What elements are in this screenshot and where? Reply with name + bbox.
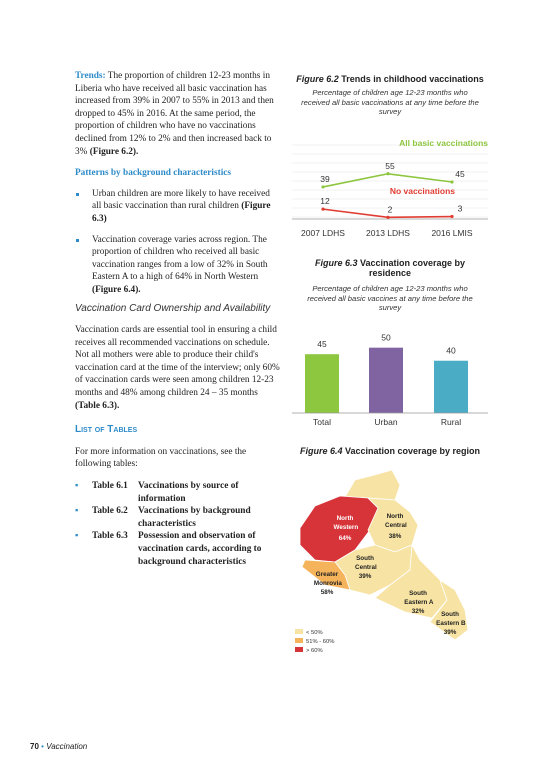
table-id: Table 6.2	[92, 506, 128, 517]
region-name: North Central	[383, 513, 407, 529]
page-number: 70	[30, 742, 39, 751]
text: Vaccination cards are essential tool in …	[75, 325, 280, 399]
region-value: 38%	[389, 533, 402, 540]
paragraph: Vaccination cards are essential tool in …	[75, 324, 280, 412]
point	[321, 185, 325, 189]
region-value: 64%	[339, 535, 352, 542]
series-label: All basic vaccinations	[399, 138, 488, 148]
ref: (Figure 6.2).	[89, 146, 139, 157]
line	[322, 172, 453, 188]
value-label: 45	[317, 339, 327, 349]
title: Vaccination coverage by region	[344, 446, 481, 456]
table-list: ▪ Table 6.1 Vaccinations by source of info…	[75, 480, 280, 568]
paragraph: Trends: The proportion of children 12-23…	[75, 70, 280, 158]
bullet: Urban children are more likely to have r…	[75, 188, 280, 226]
region-value: 39%	[359, 573, 372, 580]
figure-label: Figure 6.3	[314, 258, 358, 268]
region-value: 39%	[444, 629, 457, 636]
figure-label: Figure 6.4	[299, 446, 343, 456]
figure-title: Figure 6.2 Trends in childhood vaccinati…	[290, 74, 490, 84]
x-tick-label: 2016 LMIS	[431, 228, 472, 238]
bullet-list: Urban children are more likely to have r…	[75, 188, 280, 297]
legend-label: < 50%	[306, 630, 323, 636]
region-name: Greater Monrovia	[312, 571, 342, 587]
legend-swatch	[295, 638, 303, 643]
value-label: 50	[381, 333, 391, 343]
x-tick-label: Rural	[441, 417, 461, 427]
map-region	[374, 543, 448, 619]
value-label: 39	[320, 174, 330, 184]
value-label: 2	[388, 204, 393, 214]
ref: (Figure 6.3)	[92, 201, 271, 224]
point	[386, 172, 390, 176]
value-label: 3	[458, 204, 463, 214]
table-title: Vaccinations by background characteristi…	[138, 506, 251, 529]
x-tick-label: 2013 LDHS	[366, 228, 410, 238]
region-value: 32%	[412, 608, 425, 615]
left-column: Trends: The proportion of children 12-23…	[75, 70, 280, 568]
point	[386, 215, 390, 219]
figure-subtitle: Percentage of children age 12-23 months …	[307, 284, 473, 313]
lead: Trends:	[75, 71, 106, 81]
x-tick-label: Total	[313, 417, 331, 427]
value-label: 40	[446, 346, 456, 356]
table-title: Possession and observation of vaccinatio…	[138, 531, 262, 567]
table-title: Vaccinations by source of information	[138, 481, 239, 504]
region-name: North Western	[332, 515, 359, 531]
table-id: Table 6.1	[92, 481, 128, 492]
figure-label: Figure 6.2	[296, 74, 339, 84]
legend-label: 51% - 60%	[306, 639, 334, 645]
series-label: No vaccinations	[390, 186, 455, 196]
map-region	[429, 579, 469, 641]
text: Urban children are more likely to have r…	[92, 188, 270, 212]
legend-swatch	[295, 629, 303, 634]
bar	[434, 360, 468, 413]
value-label: 55	[385, 161, 395, 171]
footer: 70 • Vaccination	[30, 742, 88, 751]
map-region	[301, 559, 351, 591]
legend-swatch	[295, 647, 303, 652]
x-tick-label: Urban	[374, 417, 397, 427]
point	[450, 180, 454, 184]
ref: (Figure 6.4).	[92, 284, 141, 295]
bar	[305, 354, 339, 413]
title: Trends in childhood vaccinations	[341, 74, 484, 84]
text: The proportion of children 12-23 months …	[75, 71, 274, 157]
ref: (Table 6.3).	[75, 400, 120, 411]
point	[321, 207, 325, 211]
value-label: 45	[455, 169, 465, 179]
heading: Vaccination Card Ownership and Availabil…	[75, 302, 271, 314]
title: Vaccination coverage by residence	[359, 258, 466, 278]
figure-title: Figure 6.4 Vaccination coverage by regio…	[290, 446, 490, 456]
value-label: 12	[320, 196, 330, 206]
figure-title: Figure 6.3 Vaccination coverage by resid…	[300, 258, 480, 278]
bar	[369, 347, 403, 413]
heading: Patterns by background characteristics	[75, 168, 232, 179]
point	[450, 214, 454, 219]
figure-subtitle: Percentage of children age 12-23 months …	[301, 88, 479, 117]
paragraph: For more information on vaccinations, se…	[75, 446, 247, 470]
region-value: 58%	[321, 589, 334, 596]
heading: List of Tables	[75, 424, 138, 436]
table-id: Table 6.3	[92, 531, 128, 542]
region-name: South Central	[353, 555, 377, 571]
region-name: South Eastern A	[403, 590, 434, 606]
region-name: South Eastern B	[434, 611, 466, 627]
section: Vaccination	[46, 742, 88, 751]
map-region	[344, 469, 401, 501]
x-tick-label: 2007 LDHS	[301, 228, 345, 238]
bullet: Vaccination coverage varies across regio…	[75, 234, 280, 297]
text: Vaccination coverage varies across regio…	[92, 234, 268, 283]
legend-label: > 60%	[306, 648, 323, 654]
